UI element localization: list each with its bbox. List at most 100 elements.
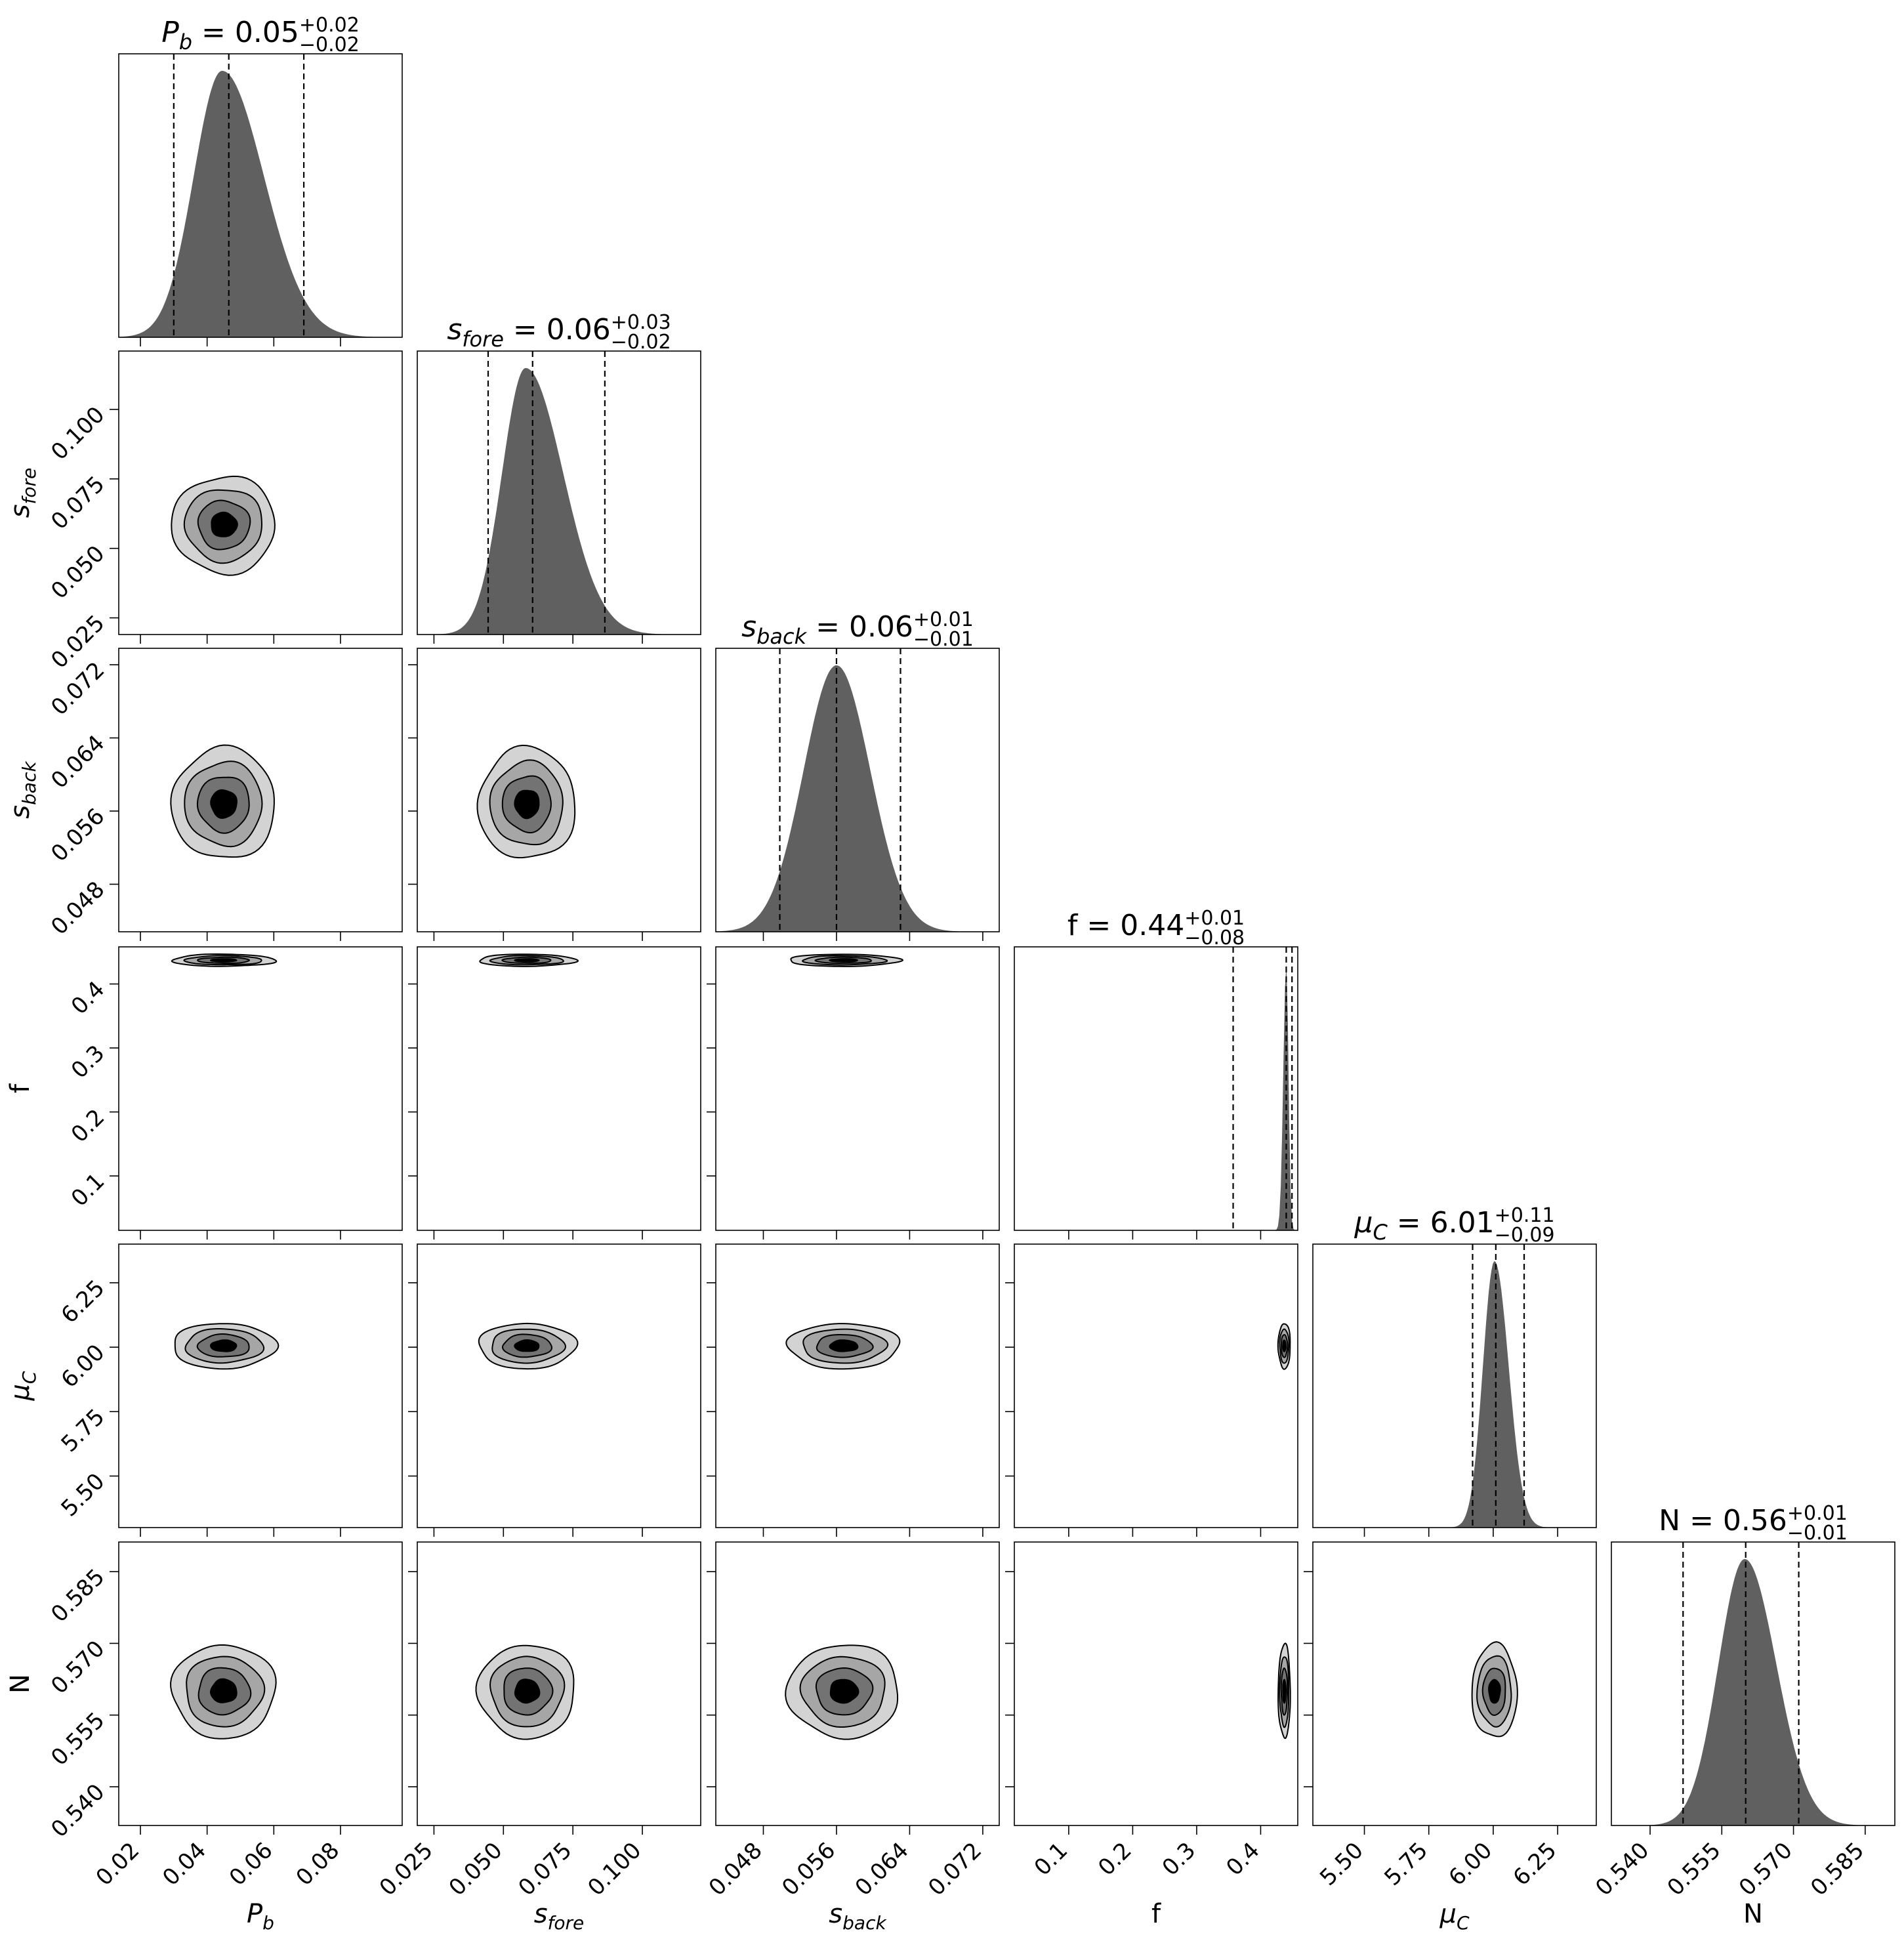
- contour-level-0-f-muc: [1282, 1339, 1287, 1352]
- title-pb: Pb = 0.05+0.02: [161, 14, 360, 54]
- panel-frame-pb-sback: [118, 648, 403, 932]
- xtick-label-muc-0: 5.50: [1315, 1837, 1369, 1891]
- contour-level-0-pb-sfore: [211, 511, 238, 537]
- ytick-label-muc-1: 5.75: [56, 1404, 110, 1457]
- title-minus-f: −0.08: [1184, 927, 1245, 949]
- xtick-label-f-2: 0.3: [1157, 1837, 1201, 1881]
- ytick-label-muc-3: 6.25: [56, 1275, 110, 1329]
- contours-pb-sfore: [171, 475, 276, 576]
- contours-sback-n: [785, 1644, 899, 1740]
- xtick-label-pb-3: 0.08: [291, 1837, 345, 1891]
- ytick-label-n-2: 0.570: [46, 1636, 110, 1699]
- ytick-label-f-2: 0.3: [66, 1040, 110, 1084]
- xtick-label-sfore-2: 0.075: [513, 1837, 577, 1901]
- xtick-label-sback-2: 0.064: [850, 1837, 914, 1901]
- contours-pb-f: [171, 953, 278, 967]
- ytick-label-sfore-3: 0.100: [46, 402, 110, 465]
- panel-frame-muc-n: [1312, 1541, 1597, 1826]
- panel-frame-pb-sfore: [118, 350, 403, 635]
- panel-frame-sfore-n: [417, 1541, 701, 1826]
- title-sback: sback = 0.06+0.01: [741, 608, 974, 649]
- ytick-label-sfore-0: 0.025: [46, 610, 110, 674]
- ytick-label-n-3: 0.585: [46, 1564, 110, 1627]
- panel-frame-sfore-sback: [417, 648, 701, 932]
- xlabel-pb: Pb: [247, 1899, 274, 1934]
- histogram-sback: [716, 665, 999, 932]
- contour-level-0-pb-n: [209, 1678, 238, 1703]
- contours-sback-muc: [785, 1323, 901, 1370]
- xtick-label-pb-0: 0.02: [91, 1837, 145, 1891]
- xtick-label-n-0: 0.540: [1590, 1837, 1654, 1901]
- ylabel-sback: sback: [5, 761, 40, 819]
- ytick-label-sback-0: 0.048: [46, 877, 110, 940]
- ytick-label-sback-1: 0.056: [46, 803, 110, 867]
- title-minus-n: −0.01: [1787, 1522, 1848, 1545]
- ytick-label-f-0: 0.1: [66, 1168, 110, 1212]
- ytick-label-muc-0: 5.50: [56, 1469, 110, 1522]
- xlabel-muc: μC: [1439, 1899, 1469, 1934]
- contour-level-0-sfore-n: [514, 1678, 541, 1704]
- contours-sfore-f: [479, 953, 579, 967]
- title-f: f = 0.44+0.01: [1067, 907, 1245, 942]
- ytick-label-sback-2: 0.064: [46, 730, 110, 794]
- contour-level-0-sfore-f: [514, 958, 540, 963]
- panel-frame-pb-f: [118, 946, 403, 1231]
- panel-frame-sback-muc: [715, 1243, 1000, 1528]
- panel-frame-sfore-muc: [417, 1243, 701, 1528]
- title-minus-muc: −0.09: [1495, 1224, 1555, 1247]
- panel-frame-sfore-sfore: [417, 350, 701, 635]
- panel-frame-n-n: [1611, 1541, 1895, 1826]
- ytick-label-sfore-1: 0.050: [46, 541, 110, 604]
- histogram-pb: [119, 70, 402, 337]
- contour-level-0-pb-muc: [210, 1339, 238, 1352]
- histogram-f: [1014, 963, 1298, 1230]
- title-muc: μC = 6.01+0.11: [1354, 1204, 1554, 1245]
- panel-frame-f-n: [1014, 1541, 1298, 1826]
- contour-level-0-sfore-muc: [514, 1339, 540, 1352]
- xlabel-sback: sback: [829, 1899, 887, 1934]
- contours-sback-f: [790, 953, 904, 967]
- title-minus-sfore: −0.02: [611, 331, 671, 354]
- panel-frame-muc-muc: [1312, 1243, 1597, 1528]
- contour-level-0-pb-sback: [210, 789, 238, 819]
- panel-frame-f-muc: [1014, 1243, 1298, 1528]
- xtick-label-sfore-0: 0.025: [375, 1837, 438, 1901]
- xtick-label-f-0: 0.1: [1029, 1837, 1073, 1881]
- contours-sfore-sback: [476, 744, 576, 859]
- xtick-label-muc-3: 6.25: [1508, 1837, 1562, 1891]
- panel-frame-f-f: [1014, 946, 1298, 1231]
- xtick-label-n-1: 0.555: [1663, 1837, 1726, 1901]
- title-minus-sback: −0.01: [913, 628, 974, 651]
- ytick-label-f-1: 0.2: [66, 1104, 110, 1148]
- xtick-label-n-2: 0.570: [1734, 1837, 1798, 1901]
- ytick-label-sback-3: 0.072: [46, 657, 110, 720]
- contour-level-0-sback-muc: [829, 1339, 859, 1352]
- contours-muc-n: [1471, 1641, 1518, 1738]
- contours-f-muc: [1277, 1323, 1291, 1370]
- contours-sfore-n: [475, 1644, 575, 1740]
- xtick-label-n-3: 0.585: [1806, 1837, 1869, 1901]
- panel-frame-pb-muc: [118, 1243, 403, 1528]
- xtick-label-sfore-3: 0.100: [583, 1837, 646, 1901]
- contour-level-0-f-n: [1282, 1678, 1287, 1704]
- xtick-label-pb-2: 0.06: [224, 1837, 278, 1891]
- title-n: N = 0.56+0.01: [1659, 1502, 1848, 1537]
- ytick-label-n-1: 0.555: [46, 1707, 110, 1771]
- xtick-label-f-1: 0.2: [1093, 1837, 1137, 1881]
- ytick-label-muc-2: 6.00: [56, 1339, 110, 1393]
- contour-level-0-sfore-sback: [514, 789, 540, 820]
- panel-frame-pb-pb: [118, 53, 403, 338]
- ytick-label-f-3: 0.4: [66, 976, 110, 1020]
- contours-sfore-muc: [478, 1322, 579, 1370]
- histogram-n: [1611, 1558, 1895, 1825]
- xlabel-f: f: [1151, 1899, 1161, 1929]
- contours-pb-n: [170, 1644, 277, 1740]
- ylabel-n: N: [5, 1674, 35, 1694]
- title-minus-pb: −0.02: [299, 33, 360, 56]
- ylabel-sfore: sfore: [5, 468, 40, 518]
- panel-frame-sback-f: [715, 946, 1000, 1231]
- contours-pb-sback: [170, 744, 275, 858]
- ylabel-muc: μC: [5, 1371, 40, 1401]
- xtick-label-sback-0: 0.048: [704, 1837, 768, 1901]
